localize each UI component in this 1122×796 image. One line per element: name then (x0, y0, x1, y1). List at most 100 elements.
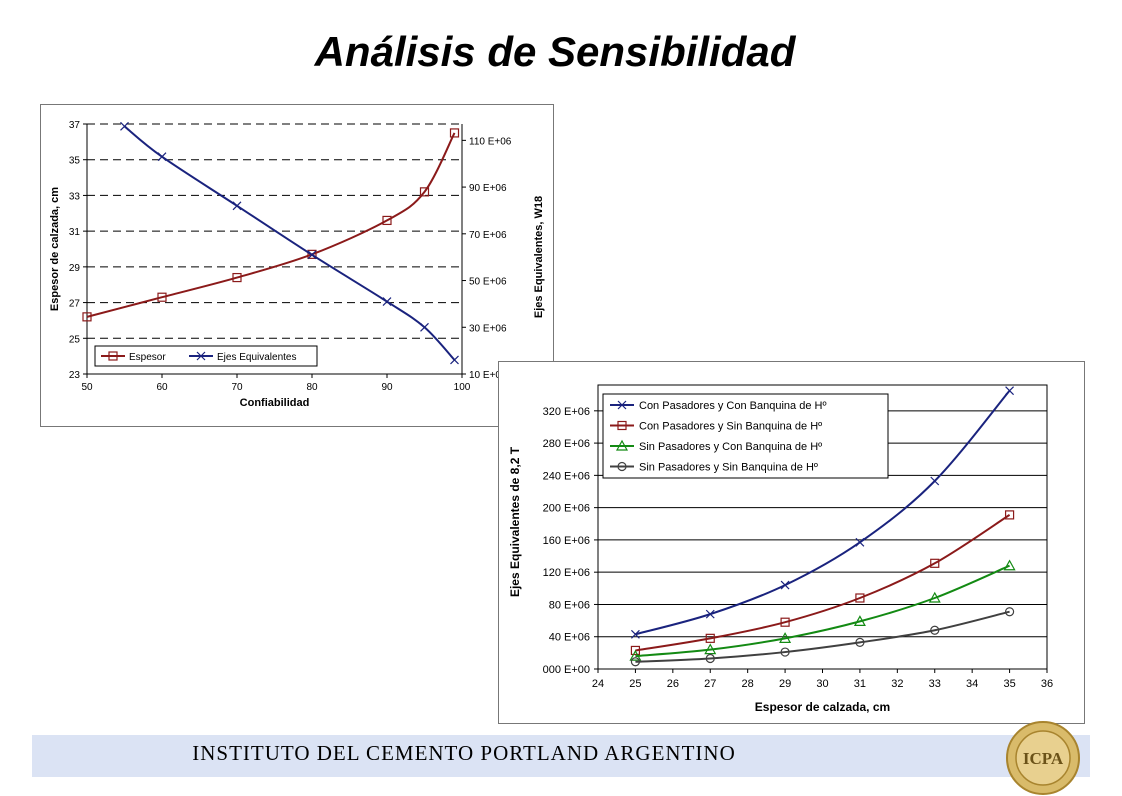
series-line-1 (635, 390, 1011, 636)
legend: Con Pasadores y Con Banquina de Hº Con Pa… (602, 393, 889, 479)
confiabilidad-chart-svg: 23 25 27 29 31 33 35 37 10 E+06 30 E+06 50 E+06 70 … (49, 120, 545, 409)
y-tick-label: 160 E+06 (543, 535, 590, 547)
series-point-4 (855, 637, 865, 647)
series-point-2 (630, 645, 641, 656)
series-line-3 (635, 564, 1010, 658)
espesor-ejes-chart-svg: 000 E+00 40 E+06 80 E+06 120 E+06 160 E+06 20… (508, 384, 1053, 714)
y2-tick-label: 10 E+06 (469, 370, 507, 381)
x-tick-label: 60 (156, 382, 168, 393)
icpa-seal-logo: ICPA (1006, 721, 1080, 795)
x-tick-label: 33 (929, 678, 941, 690)
series-point-1 (382, 215, 392, 226)
series-point-1 (780, 580, 790, 590)
series-line-2 (123, 125, 456, 361)
footer-bar: INSTITUTO DEL CEMENTO PORTLAND ARGENTINO (32, 735, 1090, 777)
series-point-4 (930, 625, 940, 635)
series-point-2 (450, 355, 459, 365)
series-line-1 (86, 132, 456, 318)
espesor-ejes-chart: 000 E+00 40 E+06 80 E+06 120 E+06 160 E+06 20… (498, 361, 1085, 724)
series-point-2 (705, 633, 715, 643)
series-point-1 (930, 476, 940, 486)
x-tick-label: 35 (1003, 678, 1015, 690)
x-tick-label: 70 (231, 382, 243, 393)
y-tick-label: 33 (69, 191, 81, 202)
x-axis-title: Confiabilidad (240, 397, 310, 409)
x-tick-label: 27 (704, 678, 716, 690)
y-tick-label: 40 E+06 (549, 632, 590, 644)
series-point-4 (630, 657, 641, 667)
series-point-4 (1004, 607, 1015, 617)
series-point-1 (307, 249, 317, 259)
series-point-2 (232, 201, 242, 211)
legend-marker-1 (617, 400, 627, 410)
x-tick-label: 28 (742, 678, 754, 690)
y-tick-label: 29 (69, 263, 81, 274)
series-point-3 (629, 649, 642, 661)
x-tick-label: 90 (381, 382, 393, 393)
y-axis-title: Espesor de calzada, cm (49, 187, 61, 311)
y-tick-label: 27 (69, 299, 81, 310)
series-point-1 (449, 128, 460, 138)
y2-tick-label: 70 E+06 (469, 230, 507, 241)
footer-institution-name: INSTITUTO DEL CEMENTO PORTLAND ARGENTINO (192, 741, 736, 765)
series-line-4 (635, 610, 1010, 663)
legend-marker-4 (617, 461, 627, 472)
y-tick-label: 23 (69, 370, 81, 381)
y-tick-label: 120 E+06 (543, 567, 590, 579)
legend-label-1: Con Pasadores y Con Banquina de Hº (639, 400, 826, 412)
y2-tick-label: 110 E+06 (469, 136, 512, 147)
y-tick-label: 280 E+06 (543, 438, 590, 450)
series-point-3 (928, 591, 941, 603)
series-point-2 (157, 152, 167, 162)
y-tick-label: 31 (69, 227, 81, 238)
y-tick-label: 320 E+06 (543, 406, 590, 418)
series-point-1 (232, 272, 242, 283)
y-tick-label: 200 E+06 (543, 503, 590, 515)
series-point-3 (779, 632, 792, 643)
series-point-1 (705, 609, 715, 619)
legend-label-2: Ejes Equivalentes (217, 352, 297, 363)
series-point-1 (82, 312, 92, 322)
legend-label-1: Espesor (129, 352, 166, 363)
series-point-2 (855, 593, 865, 603)
x-tick-label: 80 (306, 382, 318, 393)
x-tick-label: 100 (454, 382, 471, 393)
x-tick-label: 32 (891, 678, 903, 690)
y-tick-label: 25 (69, 334, 81, 345)
seal-text: ICPA (1023, 749, 1064, 768)
x-tick-label: 30 (816, 678, 828, 690)
y-tick-label: 37 (69, 120, 81, 131)
page-title: Análisis de Sensibilidad (314, 28, 796, 75)
x-tick-label: 25 (629, 678, 641, 690)
series-point-2 (420, 322, 429, 332)
legend-marker-2 (617, 420, 627, 431)
legend-label-4: Sin Pasadores y Sin Banquina de Hº (639, 462, 818, 474)
legend-label-2: Con Pasadores y Sin Banquina de Hº (639, 421, 822, 433)
x-tick-label: 29 (779, 678, 791, 690)
series-point-3 (704, 643, 717, 655)
series-point-1 (1005, 386, 1015, 396)
y-tick-label: 80 E+06 (549, 599, 590, 611)
x-axis-title: Espesor de calzada, cm (755, 700, 890, 714)
x-tick-label: 36 (1041, 678, 1053, 690)
y2-tick-label: 90 E+06 (469, 183, 507, 194)
y2-tick-label: 30 E+06 (469, 323, 507, 334)
x-tick-label: 34 (966, 678, 978, 690)
series-point-1 (419, 187, 430, 197)
series-point-2 (120, 121, 129, 131)
y-tick-label: 000 E+00 (543, 664, 590, 676)
series-point-2 (307, 250, 317, 260)
legend-marker-1 (108, 351, 118, 361)
y2-tick-label: 50 E+06 (469, 277, 507, 288)
series-point-2 (780, 617, 790, 627)
legend-box (602, 393, 889, 479)
y-axis-title: Ejes Equivalentes de 8,2 T (508, 446, 522, 597)
y-tick-label: 35 (69, 156, 81, 167)
confiabilidad-chart: 23 25 27 29 31 33 35 37 10 E+06 30 E+06 50 E+06 70 … (40, 104, 554, 427)
series-point-1 (157, 292, 167, 302)
series-point-1 (630, 629, 640, 639)
legend-marker-2 (196, 351, 206, 361)
legend-marker-3 (615, 439, 629, 451)
x-tick-label: 31 (854, 678, 866, 690)
x-tick-label: 26 (667, 678, 679, 690)
